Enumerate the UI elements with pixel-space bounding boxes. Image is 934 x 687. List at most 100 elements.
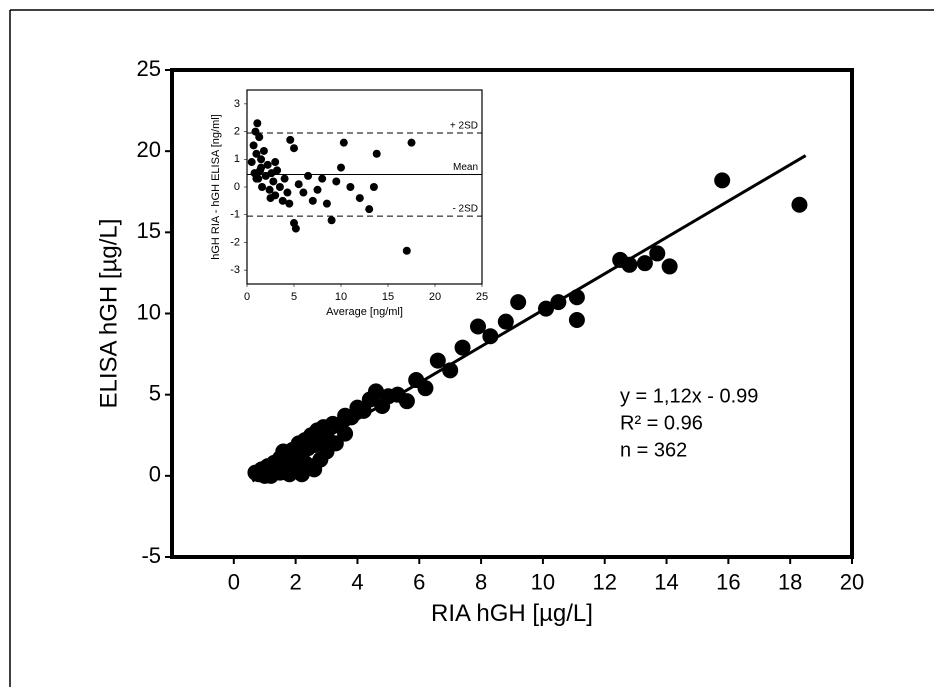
x-axis-label: RIA hGH [µg/L] <box>431 600 593 627</box>
data-point <box>285 199 294 208</box>
y-axis-label: hGH RIA - hGH ELISA [ng/ml] <box>210 114 222 259</box>
data-point <box>327 216 336 225</box>
plot-frame <box>246 89 483 285</box>
data-point <box>398 393 415 410</box>
x-tick-label: 16 <box>716 570 740 595</box>
data-point <box>372 149 381 158</box>
data-point <box>568 311 585 328</box>
data-point <box>253 466 270 483</box>
x-tick-label: 0 <box>244 291 250 303</box>
reference-label: + 2SD <box>450 121 478 132</box>
annotation: n = 362 <box>620 439 687 461</box>
data-point <box>247 158 256 167</box>
data-point <box>791 196 808 213</box>
data-point <box>482 328 499 345</box>
x-tick-label: 0 <box>228 570 240 595</box>
y-tick-label: -5 <box>141 543 161 568</box>
data-point <box>313 185 322 194</box>
data-point <box>252 174 261 183</box>
annotation: R² = 0.96 <box>620 412 703 434</box>
data-point <box>257 155 266 164</box>
y-tick-label: 0 <box>149 462 161 487</box>
reference-label: - 2SD <box>452 204 478 215</box>
y-tick-label: 0 <box>234 181 240 193</box>
y-tick-label: 2 <box>234 125 240 137</box>
x-tick-label: 18 <box>778 570 802 595</box>
data-point <box>454 339 471 356</box>
x-tick-label: 5 <box>291 291 297 303</box>
x-tick-label: 10 <box>335 291 347 303</box>
data-point <box>257 163 266 172</box>
y-tick-label: -3 <box>230 264 240 276</box>
data-point <box>273 166 282 175</box>
data-point <box>407 138 416 147</box>
data-point <box>661 258 678 275</box>
data-point <box>332 177 341 186</box>
data-point <box>369 183 378 191</box>
data-point <box>636 255 653 272</box>
data-point <box>306 461 323 478</box>
x-tick-label: 10 <box>531 570 555 595</box>
y-tick-label: -2 <box>230 236 240 248</box>
data-point <box>318 174 327 183</box>
x-tick-label: 15 <box>382 291 394 303</box>
data-point <box>290 144 298 153</box>
y-axis-label: ELISA hGH [µg/L] <box>96 219 123 409</box>
reference-label: Mean <box>453 162 478 173</box>
data-point <box>346 183 355 191</box>
data-point <box>322 199 331 208</box>
data-point <box>294 180 303 189</box>
x-tick-label: 20 <box>429 291 441 303</box>
data-point <box>497 313 514 330</box>
data-point <box>308 196 317 205</box>
y-tick-label: 15 <box>137 218 161 243</box>
data-point <box>368 383 384 400</box>
data-point <box>275 443 292 460</box>
data-point <box>252 149 261 158</box>
data-point <box>249 141 258 150</box>
data-point <box>550 294 567 311</box>
data-point <box>304 171 313 180</box>
data-point <box>278 196 287 205</box>
data-point <box>365 205 374 214</box>
y-tick-label: 25 <box>137 56 161 81</box>
data-point <box>714 172 731 189</box>
data-point <box>442 362 459 379</box>
data-point <box>283 188 292 197</box>
data-point <box>402 246 411 255</box>
data-point <box>417 380 434 397</box>
data-point <box>339 138 348 147</box>
data-point <box>269 177 278 186</box>
data-point <box>266 194 275 203</box>
data-point <box>429 352 446 369</box>
data-point <box>271 158 280 167</box>
data-point <box>255 133 264 142</box>
x-tick-label: 4 <box>351 570 363 595</box>
y-tick-label: 1 <box>234 153 240 165</box>
data-point <box>275 183 284 191</box>
x-axis-label: Average [ng/ml] <box>326 306 403 318</box>
x-tick-label: 2 <box>290 570 302 595</box>
data-point <box>337 425 354 442</box>
x-tick-label: 25 <box>476 291 488 303</box>
data-point <box>568 289 585 306</box>
inset-background <box>247 90 482 284</box>
data-point <box>510 294 527 311</box>
data-point <box>253 119 262 128</box>
x-tick-label: 6 <box>413 570 425 595</box>
y-tick-label: 5 <box>149 380 161 405</box>
data-point <box>291 224 300 233</box>
data-point <box>621 256 638 273</box>
y-tick-label: 20 <box>137 137 161 162</box>
data-point <box>258 183 267 191</box>
y-tick-label: -1 <box>230 209 240 221</box>
data-point <box>337 163 345 172</box>
data-point <box>259 146 268 155</box>
x-tick-label: 20 <box>840 570 864 595</box>
data-point <box>263 160 272 169</box>
data-point <box>265 185 274 194</box>
data-point <box>355 194 364 203</box>
data-point <box>649 245 666 262</box>
data-point <box>538 300 554 317</box>
